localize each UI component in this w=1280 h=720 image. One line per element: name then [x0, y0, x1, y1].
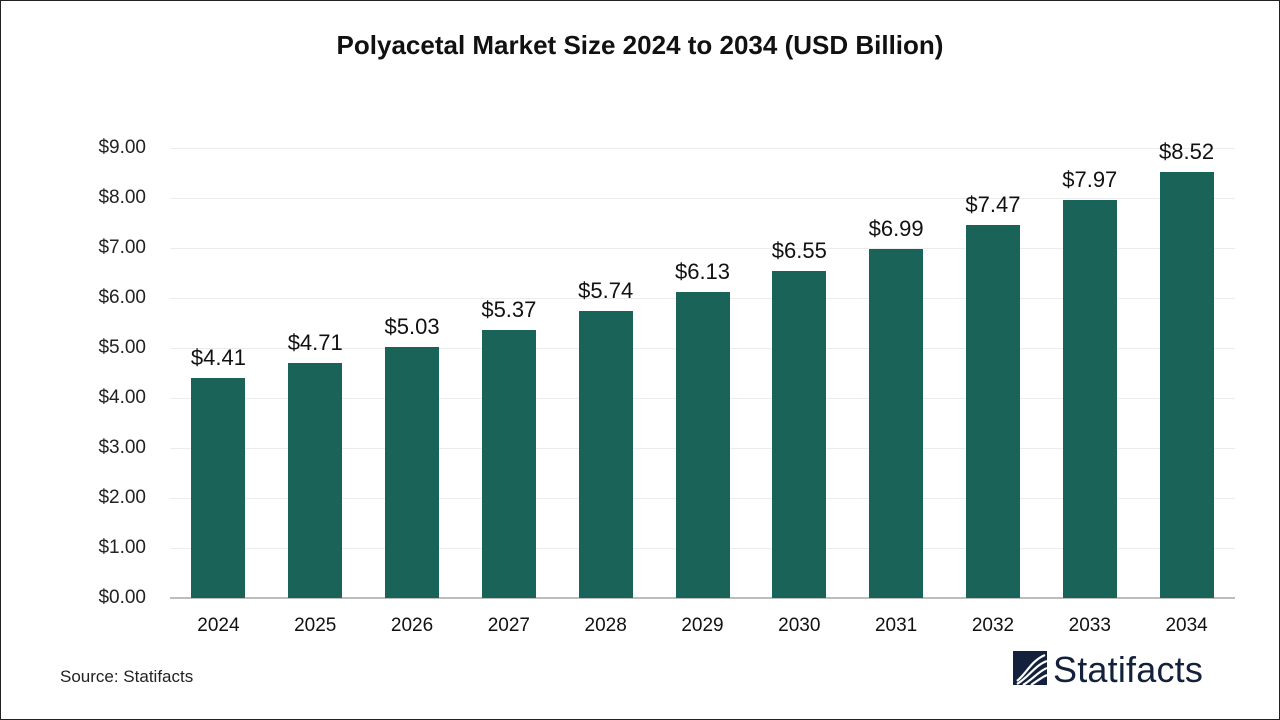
- bar-2033: [1062, 199, 1117, 598]
- bar-value-label: $8.52: [1159, 139, 1215, 164]
- source-note: Source: Statifacts: [60, 667, 194, 686]
- x-tick-label: 2027: [487, 615, 530, 636]
- bar-2025: [288, 362, 343, 598]
- y-tick-label: $2.00: [98, 487, 146, 508]
- x-tick-label: 2032: [971, 615, 1015, 636]
- bar-value-label: $6.55: [771, 237, 827, 263]
- y-tick-label: $6.00: [98, 287, 146, 308]
- y-tick-label: $4.00: [98, 387, 146, 408]
- x-tick-label: 2034: [1165, 615, 1208, 636]
- statifacts-wave-logo-icon: [1013, 650, 1048, 690]
- bar-2032: [965, 224, 1020, 598]
- y-tick-label: $0.00: [98, 587, 146, 608]
- logo-text: Statifacts: [1053, 649, 1204, 690]
- bar-value-label: $7.97: [1062, 166, 1118, 192]
- gridline: [170, 148, 1235, 149]
- bar-value-label: $5.37: [481, 296, 537, 322]
- y-tick-label: $9.00: [98, 137, 146, 158]
- x-tick-label: 2031: [874, 615, 918, 636]
- x-tick-label: 2030: [778, 615, 821, 636]
- bar-value-label: $5.03: [384, 313, 440, 339]
- statifacts-logo: Statifacts: [1013, 649, 1204, 690]
- bar-value-label: $4.41: [190, 344, 246, 370]
- y-tick-label: $8.00: [98, 187, 146, 208]
- bar-2030: [772, 270, 827, 598]
- x-axis-line: [170, 597, 1235, 599]
- y-tick-label: $1.00: [98, 537, 146, 558]
- y-tick-label: $3.00: [98, 437, 146, 458]
- x-tick-label: 2028: [584, 615, 627, 636]
- x-tick-label: 2029: [681, 615, 724, 636]
- x-tick-label: 2033: [1068, 615, 1111, 636]
- y-tick-label: $7.00: [98, 237, 146, 258]
- bar-value-label: $6.99: [868, 215, 924, 241]
- bar-2029: [675, 291, 730, 598]
- bar-value-label: $7.47: [965, 191, 1021, 217]
- chart-title: Polyacetal Market Size 2024 to 2034 (USD…: [336, 30, 944, 60]
- bar-value-label: $6.13: [674, 258, 731, 284]
- x-tick-label: 2025: [294, 615, 337, 636]
- plot-area: $4.41 $4.71 $5.03 $5.37 $5.74 $6.13 $6.55 $6.99…: [170, 139, 1235, 599]
- bar-2028: [578, 311, 633, 598]
- x-tick-label: 2024: [197, 615, 240, 636]
- bar-2031: [869, 248, 924, 598]
- bar-value-label: $4.71: [287, 329, 343, 355]
- x-tick-label: 2026: [390, 615, 434, 636]
- bar-2024: [191, 377, 246, 598]
- bar-2026: [385, 346, 440, 598]
- bar-2034: [1159, 172, 1214, 598]
- gridline: [170, 248, 1235, 249]
- bar-value-label: $5.74: [578, 278, 634, 303]
- bar-2027: [481, 329, 536, 598]
- gridline: [170, 198, 1235, 199]
- y-tick-label: $5.00: [98, 337, 146, 358]
